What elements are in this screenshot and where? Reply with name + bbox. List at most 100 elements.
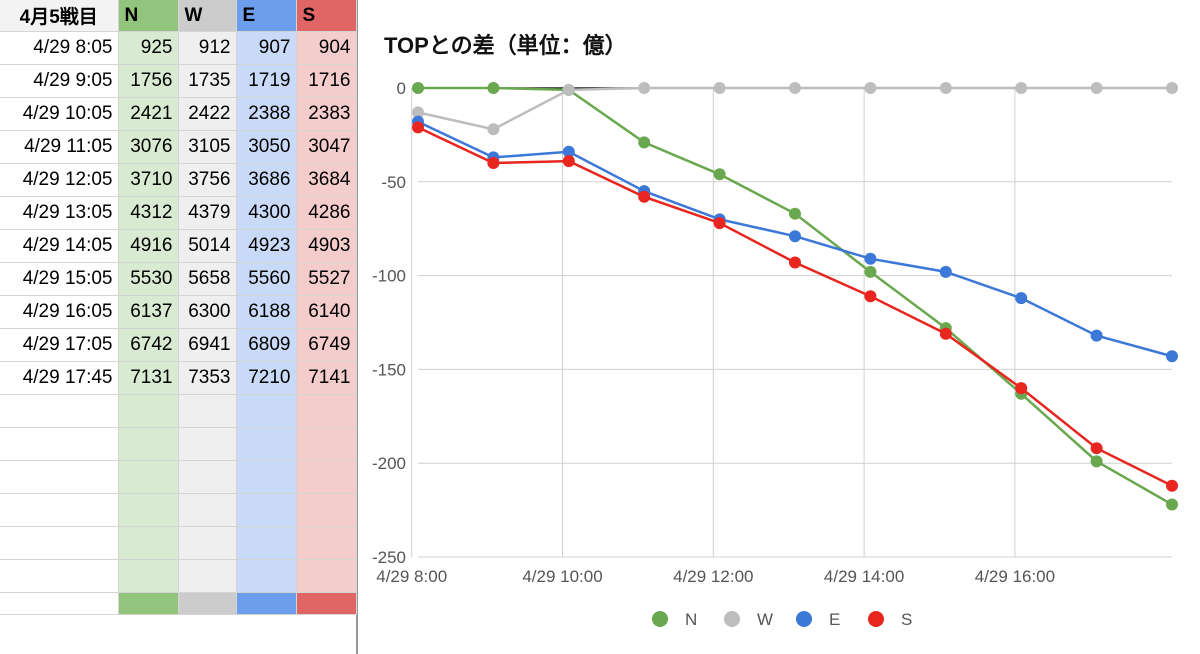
cell-time[interactable]: 4/29 17:45 [0,361,119,395]
cell-s[interactable]: 4286 [296,196,357,230]
empty-cell[interactable] [0,460,119,494]
cell-time[interactable]: 4/29 9:05 [0,64,119,98]
cell-e[interactable]: 6188 [236,295,297,329]
empty-cell-w[interactable] [178,460,237,494]
legend-label-n[interactable]: N [685,610,697,629]
empty-cell-w[interactable] [178,526,237,560]
empty-cell-n[interactable] [118,460,179,494]
empty-cell-s[interactable] [296,394,357,428]
cell-time[interactable]: 4/29 16:05 [0,295,119,329]
cell-n[interactable]: 4312 [118,196,179,230]
data-point-s[interactable] [789,256,801,269]
empty-cell-w[interactable] [178,427,237,461]
cell-n[interactable]: 925 [118,31,179,65]
cell-s[interactable]: 4903 [296,229,357,263]
empty-cell-n[interactable] [118,592,179,615]
data-point-e[interactable] [939,265,952,278]
empty-cell-s[interactable] [296,559,357,593]
cell-w[interactable]: 2422 [178,97,237,131]
data-point-e[interactable] [562,145,575,158]
data-point-e[interactable] [789,230,801,243]
empty-cell-e[interactable] [236,460,297,494]
data-point-w[interactable] [412,106,424,119]
data-point-e[interactable] [1015,292,1028,305]
data-point-e[interactable] [864,252,877,265]
data-point-e[interactable] [1166,350,1178,363]
empty-cell-w[interactable] [178,592,237,615]
cell-w[interactable]: 6941 [178,328,237,362]
data-point-s[interactable] [713,217,726,230]
cell-e[interactable]: 7210 [236,361,297,395]
legend-marker-n[interactable] [652,611,668,627]
cell-s[interactable]: 904 [296,31,357,65]
legend-label-s[interactable]: S [901,610,912,629]
cell-e[interactable]: 5560 [236,262,297,296]
data-point-s[interactable] [638,190,651,203]
cell-e[interactable]: 6809 [236,328,297,362]
header-cell-n[interactable]: N [118,0,179,32]
empty-cell-s[interactable] [296,493,357,527]
empty-cell-s[interactable] [296,592,357,615]
legend-marker-s[interactable] [868,611,884,627]
cell-n[interactable]: 2421 [118,97,179,131]
empty-cell[interactable] [0,493,119,527]
data-point-s[interactable] [412,121,424,134]
cell-time[interactable]: 4/29 17:05 [0,328,119,362]
empty-cell-s[interactable] [296,460,357,494]
cell-time[interactable]: 4/29 14:05 [0,229,119,263]
empty-cell-n[interactable] [118,427,179,461]
data-point-n[interactable] [638,136,651,149]
cell-s[interactable]: 6749 [296,328,357,362]
data-point-n[interactable] [1166,498,1178,511]
empty-cell[interactable] [0,394,119,428]
empty-cell[interactable] [0,592,119,615]
cell-w[interactable]: 5014 [178,229,237,263]
cell-w[interactable]: 4379 [178,196,237,230]
cell-w[interactable]: 6300 [178,295,237,329]
legend-marker-e[interactable] [796,611,812,627]
cell-s[interactable]: 3684 [296,163,357,197]
data-point-w[interactable] [1090,82,1103,94]
cell-e[interactable]: 2388 [236,97,297,131]
empty-cell[interactable] [0,526,119,560]
empty-cell-n[interactable] [118,394,179,428]
cell-time[interactable]: 4/29 12:05 [0,163,119,197]
data-point-s[interactable] [562,155,575,168]
cell-time[interactable]: 4/29 11:05 [0,130,119,164]
empty-cell-s[interactable] [296,526,357,560]
cell-time[interactable]: 4/29 15:05 [0,262,119,296]
cell-time[interactable]: 4/29 13:05 [0,196,119,230]
data-point-w[interactable] [939,82,952,94]
legend-label-e[interactable]: E [829,610,840,629]
data-point-w[interactable] [1015,82,1028,94]
cell-n[interactable]: 7131 [118,361,179,395]
data-point-e[interactable] [1090,329,1103,342]
cell-w[interactable]: 1735 [178,64,237,98]
cell-w[interactable]: 3105 [178,130,237,164]
cell-n[interactable]: 4916 [118,229,179,263]
cell-w[interactable]: 912 [178,31,237,65]
cell-time[interactable]: 4/29 8:05 [0,31,119,65]
data-point-n[interactable] [864,265,877,278]
cell-s[interactable]: 7141 [296,361,357,395]
cell-w[interactable]: 3756 [178,163,237,197]
data-point-n[interactable] [789,207,801,220]
empty-cell[interactable] [0,559,119,593]
cell-s[interactable]: 6140 [296,295,357,329]
header-cell-e[interactable]: E [236,0,297,32]
cell-n[interactable]: 6137 [118,295,179,329]
cell-w[interactable]: 7353 [178,361,237,395]
empty-cell-n[interactable] [118,526,179,560]
header-cell-time[interactable]: 4月5戦目 [0,0,119,32]
header-cell-s[interactable]: S [296,0,357,32]
legend-marker-w[interactable] [724,611,740,627]
data-point-w[interactable] [864,82,877,94]
data-point-w[interactable] [789,82,801,94]
cell-n[interactable]: 3710 [118,163,179,197]
data-point-n[interactable] [487,82,500,94]
empty-cell-w[interactable] [178,493,237,527]
data-point-w[interactable] [487,123,500,136]
data-point-w[interactable] [1166,82,1178,94]
cell-e[interactable]: 907 [236,31,297,65]
empty-cell-n[interactable] [118,493,179,527]
